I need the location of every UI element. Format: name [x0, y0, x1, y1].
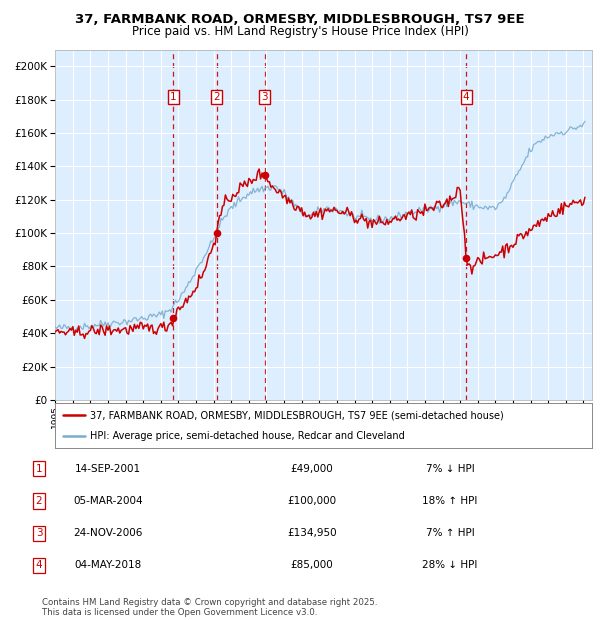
Text: £49,000: £49,000: [290, 464, 334, 474]
Text: 3: 3: [35, 528, 43, 538]
Text: 24-NOV-2006: 24-NOV-2006: [73, 528, 143, 538]
Text: 7% ↓ HPI: 7% ↓ HPI: [425, 464, 475, 474]
Text: HPI: Average price, semi-detached house, Redcar and Cleveland: HPI: Average price, semi-detached house,…: [90, 430, 405, 441]
Text: £100,000: £100,000: [287, 496, 337, 506]
Text: 4: 4: [463, 92, 469, 102]
Text: 05-MAR-2004: 05-MAR-2004: [73, 496, 143, 506]
Text: 2: 2: [35, 496, 43, 506]
Text: 7% ↑ HPI: 7% ↑ HPI: [425, 528, 475, 538]
Text: 3: 3: [262, 92, 268, 102]
Text: 37, FARMBANK ROAD, ORMESBY, MIDDLESBROUGH, TS7 9EE (semi-detached house): 37, FARMBANK ROAD, ORMESBY, MIDDLESBROUG…: [90, 410, 504, 420]
Text: 28% ↓ HPI: 28% ↓ HPI: [422, 560, 478, 570]
Text: 14-SEP-2001: 14-SEP-2001: [75, 464, 141, 474]
Text: Price paid vs. HM Land Registry's House Price Index (HPI): Price paid vs. HM Land Registry's House …: [131, 25, 469, 37]
Text: 1: 1: [170, 92, 176, 102]
Text: 04-MAY-2018: 04-MAY-2018: [74, 560, 142, 570]
Text: Contains HM Land Registry data © Crown copyright and database right 2025.
This d: Contains HM Land Registry data © Crown c…: [42, 598, 377, 617]
Text: 37, FARMBANK ROAD, ORMESBY, MIDDLESBROUGH, TS7 9EE: 37, FARMBANK ROAD, ORMESBY, MIDDLESBROUG…: [75, 14, 525, 26]
Text: 1: 1: [35, 464, 43, 474]
Text: £85,000: £85,000: [290, 560, 334, 570]
Text: £134,950: £134,950: [287, 528, 337, 538]
Text: 18% ↑ HPI: 18% ↑ HPI: [422, 496, 478, 506]
Text: 4: 4: [35, 560, 43, 570]
Text: 2: 2: [214, 92, 220, 102]
